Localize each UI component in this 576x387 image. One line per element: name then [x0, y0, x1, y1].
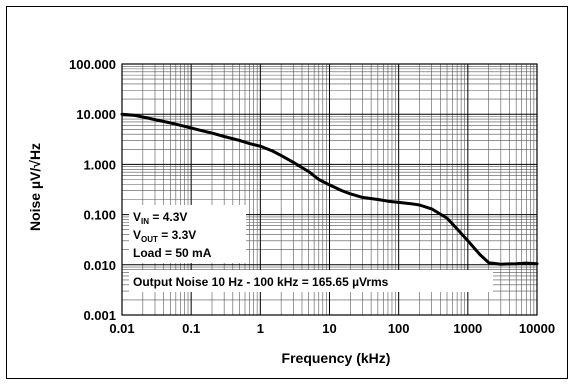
- y-tick-label: 0.001: [83, 308, 116, 323]
- y-axis-label: Noise µV/√Hz: [27, 143, 43, 231]
- x-tick-labels: 0.01 0.1 1 10 100 1000 10000: [109, 321, 555, 336]
- condition-vout: VOUT = 3.3V: [133, 228, 196, 244]
- x-tick-label: 100: [388, 321, 410, 336]
- x-axis-label: Frequency (kHz): [282, 350, 391, 366]
- condition-vin: VIN = 4.3V: [133, 210, 187, 226]
- output-noise-annotation: Output Noise 10 Hz - 100 kHz = 165.65 µV…: [133, 275, 389, 289]
- x-tick-label: 10000: [519, 321, 555, 336]
- y-tick-label: 1.000: [83, 157, 116, 172]
- series-line-noise: [120, 112, 539, 266]
- chart-frame: [6, 6, 568, 379]
- y-tick-label: 10.000: [76, 107, 116, 122]
- condition-load: Load = 50 mA: [133, 246, 212, 260]
- x-tick-label: 10: [322, 321, 336, 336]
- y-tick-labels: 0.001 0.010 0.100 1.000 10.000 100.000: [69, 57, 116, 323]
- y-tick-label: 100.000: [69, 57, 116, 72]
- x-tick-label: 1000: [453, 321, 482, 336]
- x-tick-label: 0.1: [182, 321, 200, 336]
- annotation-box: [129, 270, 493, 292]
- x-tick-label: 0.01: [109, 321, 134, 336]
- x-tick-label: 1: [257, 321, 264, 336]
- plot-border: [121, 63, 538, 316]
- y-tick-label: 0.100: [83, 208, 116, 223]
- conditions-box: [129, 205, 246, 263]
- y-tick-label: 0.010: [83, 258, 116, 273]
